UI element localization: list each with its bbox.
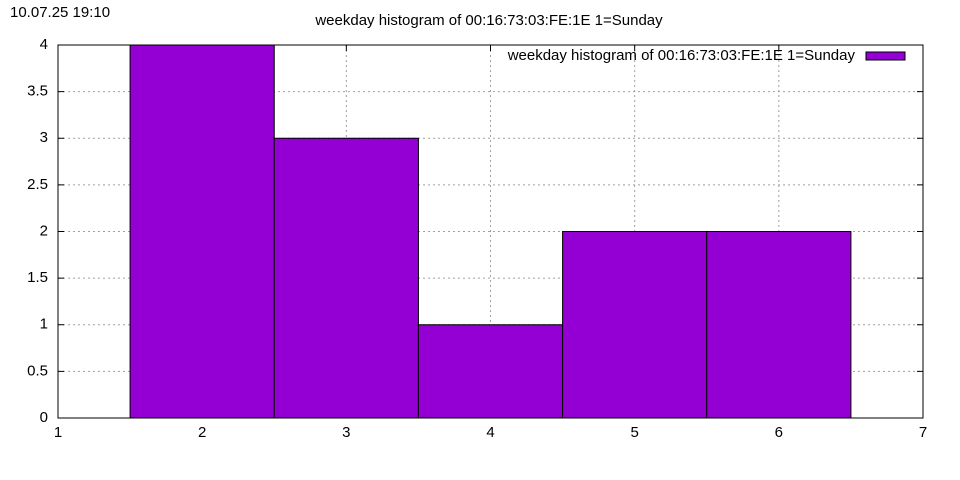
y-tick-label: 3 [40, 129, 48, 146]
bar [129, 44, 275, 419]
legend-swatch [865, 51, 906, 61]
x-tick-label: 5 [630, 424, 638, 441]
y-tick-label: 0.5 [27, 362, 48, 379]
y-tick-label: 2.5 [27, 176, 48, 193]
y-tick-label: 2 [40, 222, 48, 239]
y-tick-label: 4 [40, 36, 48, 53]
x-tick-label: 6 [775, 424, 783, 441]
x-tick-label: 2 [198, 424, 206, 441]
y-tick-label: 1 [40, 316, 48, 333]
y-tick-label: 3.5 [27, 83, 48, 100]
bar [562, 231, 708, 419]
x-tick-label: 1 [54, 424, 62, 441]
bar [706, 231, 852, 419]
bar [417, 324, 564, 419]
x-tick-label: 4 [486, 424, 494, 441]
y-tick-label: 0 [40, 409, 48, 426]
plot-border [57, 44, 924, 419]
bar [273, 137, 419, 419]
legend-label: weekday histogram of 00:16:73:03:FE:1E 1… [507, 47, 856, 64]
x-tick-label: 7 [919, 424, 927, 441]
timestamp: 10.07.25 19:10 [10, 4, 110, 21]
y-tick-label: 1.5 [27, 269, 48, 286]
chart-title: weekday histogram of 00:16:73:03:FE:1E 1… [314, 12, 663, 29]
x-tick-label: 3 [342, 424, 350, 441]
